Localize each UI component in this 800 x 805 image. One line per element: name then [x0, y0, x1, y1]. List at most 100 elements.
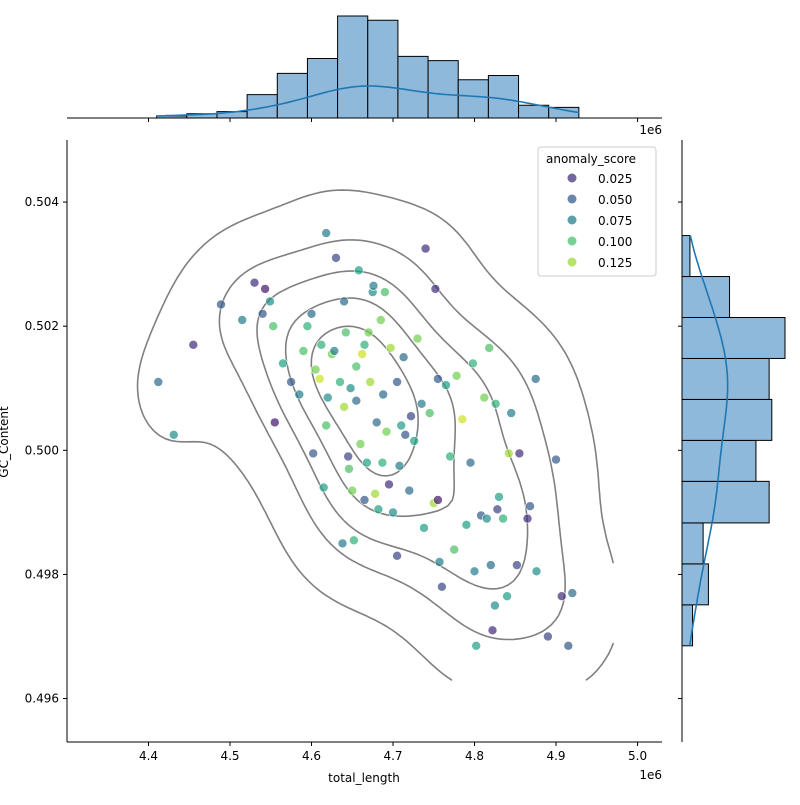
scatter-point	[457, 414, 468, 425]
scatter-point	[441, 380, 451, 390]
legend-entry-label: 0.125	[598, 256, 632, 270]
scatter-point	[362, 457, 372, 468]
scatter-point	[368, 280, 379, 291]
scatter-point	[371, 417, 382, 428]
scatter-point	[370, 488, 380, 499]
scatter-point	[265, 296, 275, 307]
top-kde-curve	[156, 85, 580, 117]
scatter-point	[345, 383, 356, 394]
right-hist-bar	[681, 522, 704, 565]
scatter-point	[434, 557, 445, 567]
top-hist-bar	[427, 60, 459, 119]
scatter-point	[394, 460, 405, 471]
scatter-point	[377, 457, 388, 468]
scatter-point	[506, 408, 517, 418]
legend-marker	[567, 236, 577, 246]
scatter-point	[321, 420, 332, 431]
scatter-point	[321, 228, 332, 238]
scatter-point	[479, 392, 490, 403]
scatter-point	[347, 485, 358, 496]
scatter-point	[465, 457, 476, 468]
scatter-point	[353, 265, 364, 276]
x-axis-label: total_length	[328, 771, 400, 785]
x-tick-label: 4.4	[139, 749, 158, 763]
scatter-point	[359, 495, 370, 505]
scatter-point	[556, 591, 567, 602]
legend-entry-label: 0.025	[598, 172, 632, 186]
scatter-point	[310, 364, 321, 375]
legend: anomaly_score 0.025 0.050 0.075 0.100 0.125	[537, 146, 657, 277]
scatter-point	[339, 402, 349, 412]
scatter-point	[355, 439, 366, 449]
scatter-point	[286, 377, 296, 387]
scatter-point	[490, 600, 500, 611]
x-tick-label: 4.9	[546, 749, 565, 763]
legend-marker	[567, 173, 577, 183]
legend-box	[537, 146, 657, 277]
scatter-point	[512, 560, 522, 570]
scatter-point	[318, 482, 329, 493]
scatter-point	[335, 377, 345, 387]
scatter-point	[406, 411, 416, 422]
scatter-point	[420, 243, 431, 254]
scatter-point	[359, 339, 370, 350]
scatter-point	[400, 429, 411, 440]
scatter-point	[449, 544, 460, 555]
scatter-point	[485, 560, 496, 570]
scatter-point	[216, 299, 226, 310]
scatter-point	[468, 358, 478, 369]
scatter-point	[188, 339, 199, 350]
scatter-point	[522, 513, 533, 524]
scatter-point	[433, 495, 443, 505]
right-hist-bar	[681, 276, 731, 318]
scatter-point	[498, 513, 508, 524]
scatter-point	[567, 588, 578, 598]
y-axis-label: GC_Content	[0, 406, 11, 478]
scatter-points	[153, 228, 578, 651]
scatter-point	[551, 454, 561, 465]
scatter-point	[380, 287, 390, 297]
top-hist-bar	[397, 55, 429, 119]
x-tick-label: 4.8	[465, 749, 484, 763]
scatter-point	[404, 485, 415, 496]
scatter-point	[351, 395, 362, 406]
scatter-point	[169, 429, 179, 440]
scatter-point	[302, 321, 313, 332]
legend-entry-label: 0.100	[598, 235, 632, 249]
y-tick-label: 0.502	[25, 319, 59, 333]
scatter-point	[392, 377, 402, 387]
scatter-point	[381, 426, 392, 437]
scatter-point	[340, 327, 351, 338]
scatter-point	[416, 398, 427, 409]
scatter-point	[494, 492, 504, 502]
scatter-point	[398, 352, 409, 363]
right-hist-bar	[681, 480, 770, 524]
scatter-point	[257, 308, 268, 319]
scatter-point	[337, 538, 348, 549]
scatter-point	[343, 451, 354, 462]
scatter-point	[269, 417, 280, 428]
scatter-point	[378, 389, 389, 400]
scatter-point	[331, 253, 341, 263]
legend-entry-label: 0.050	[598, 193, 632, 207]
right-hist-bar	[681, 563, 709, 606]
scatter-point	[298, 346, 309, 356]
scatter-point	[484, 343, 495, 353]
scatter-point	[322, 392, 333, 403]
top-hist-bar	[548, 106, 580, 119]
y-tick-label: 0.504	[25, 195, 59, 209]
scatter-point	[430, 284, 441, 294]
scatter-point	[385, 343, 396, 353]
scatter-point	[502, 591, 512, 602]
scatter-point	[530, 374, 541, 384]
top-hist-bar	[367, 19, 399, 119]
right-hist-bar	[681, 235, 691, 278]
scatter-point	[525, 501, 535, 512]
y-tick-label: 0.498	[25, 567, 59, 581]
scatter-point	[409, 436, 420, 446]
scatter-point	[419, 523, 429, 533]
top-x-offset-label: 1e6	[639, 123, 662, 137]
right-hist-bar	[681, 398, 773, 441]
kde-contours	[136, 189, 614, 681]
kde-contour-level-1	[136, 189, 614, 681]
